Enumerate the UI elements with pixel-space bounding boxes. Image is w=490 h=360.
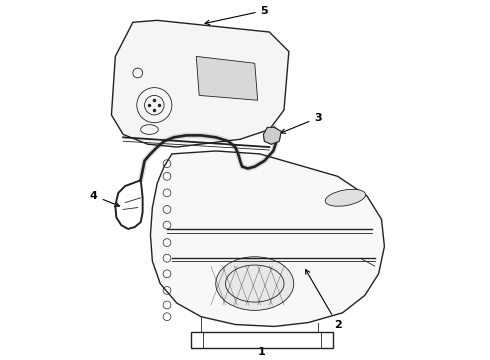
Polygon shape bbox=[196, 57, 258, 100]
Text: 4: 4 bbox=[90, 191, 120, 206]
Polygon shape bbox=[111, 20, 289, 147]
Text: 1: 1 bbox=[258, 347, 266, 357]
Bar bbox=[192, 332, 333, 348]
Text: 3: 3 bbox=[281, 113, 322, 133]
Polygon shape bbox=[150, 151, 385, 327]
Polygon shape bbox=[264, 127, 281, 144]
Text: 5: 5 bbox=[205, 5, 269, 24]
Ellipse shape bbox=[216, 257, 294, 310]
Ellipse shape bbox=[325, 189, 366, 206]
Text: 2: 2 bbox=[306, 270, 342, 329]
